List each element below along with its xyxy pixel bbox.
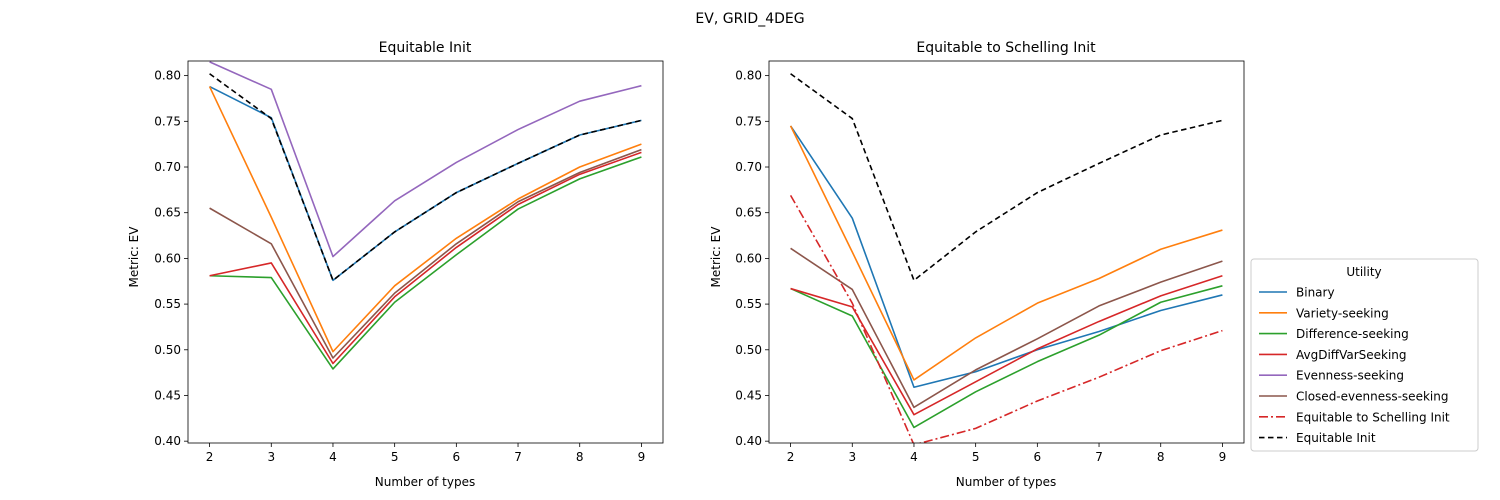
plot-frame	[187, 60, 664, 444]
series-line-closed-evenness-seeking	[209, 148, 642, 359]
series-line-equitable-init	[790, 73, 1223, 282]
series-line-evenness-seeking	[209, 61, 642, 258]
series-line-equitable-to-schelling-init	[789, 194, 1223, 443]
series-line-difference-seeking	[790, 285, 1223, 429]
series-line-variety-seeking	[789, 125, 1223, 381]
y-tick-label: 0.65	[154, 206, 181, 220]
y-tick-label: 0.50	[735, 343, 762, 357]
legend-label-binary: Binary	[1296, 286, 1335, 300]
y-tick-label: 0.70	[735, 160, 762, 174]
x-tick-label: 6	[453, 450, 461, 464]
x-tick-label: 5	[972, 450, 980, 464]
series-line-variety-seeking	[208, 86, 642, 353]
x-tick-label: 7	[514, 450, 522, 464]
x-tick-label: 6	[1034, 450, 1042, 464]
x-tick-label: 8	[576, 450, 584, 464]
legend-label-closed-evenness-seeking: Closed-evenness-seeking	[1296, 390, 1448, 404]
y-tick-label: 0.45	[735, 388, 762, 402]
x-axis-label: Number of types	[956, 475, 1056, 489]
legend: Utility Binary Variety-seeking Difference-…	[1250, 258, 1479, 452]
panel-equitable-to-schelling-init: Equitable to Schelling Init Number of ty…	[709, 40, 1245, 489]
series-line-binary	[789, 125, 1223, 389]
panel-title: Equitable Init	[379, 40, 472, 56]
figure-suptitle: EV, GRID_4DEG	[695, 11, 804, 27]
x-tick-label: 2	[787, 450, 795, 464]
series-line-equitable-init	[209, 73, 642, 282]
x-tick-label: 7	[1095, 450, 1103, 464]
y-tick-label: 0.60	[735, 251, 762, 265]
legend-title: Utility	[1346, 265, 1381, 279]
series-line-binary	[209, 85, 642, 282]
legend-label-equitable-to-schelling-init: Equitable to Schelling Init	[1296, 410, 1450, 424]
plot-frame	[768, 60, 1245, 444]
y-axis-label: Metric: EV	[127, 226, 141, 288]
legend-label-evenness-seeking: Evenness-seeking	[1296, 369, 1404, 383]
y-tick-label: 0.55	[154, 297, 181, 311]
y-tick-label: 0.45	[154, 388, 181, 402]
legend-frame	[1250, 258, 1479, 452]
y-tick-label: 0.80	[735, 69, 762, 83]
x-tick-label: 4	[910, 450, 918, 464]
x-tick-label: 3	[267, 450, 275, 464]
x-tick-label: 8	[1157, 450, 1165, 464]
x-tick-label: 9	[1219, 450, 1227, 464]
y-tick-label: 0.80	[154, 69, 181, 83]
x-tick-label: 5	[391, 450, 399, 464]
series-line-avgdiffvarseeking	[209, 151, 642, 365]
y-axis-label: Metric: EV	[709, 226, 723, 288]
x-tick-label: 4	[329, 450, 337, 464]
y-tick-label: 0.65	[735, 206, 762, 220]
y-tick-label: 0.40	[154, 434, 181, 448]
series-line-difference-seeking	[209, 156, 642, 370]
y-tick-label: 0.70	[154, 160, 181, 174]
legend-label-avgdiffvarseeking: AvgDiffVarSeeking	[1296, 348, 1407, 362]
y-tick-label: 0.75	[735, 114, 762, 128]
series-line-closed-evenness-seeking	[790, 247, 1223, 409]
x-tick-label: 3	[848, 450, 856, 464]
y-tick-label: 0.40	[735, 434, 762, 448]
y-tick-label: 0.60	[154, 251, 181, 265]
legend-label-variety-seeking: Variety-seeking	[1296, 306, 1389, 320]
legend-label-difference-seeking: Difference-seeking	[1296, 327, 1409, 341]
y-tick-label: 0.50	[154, 343, 181, 357]
x-tick-label: 9	[638, 450, 646, 464]
x-tick-label: 2	[206, 450, 214, 464]
panel-title: Equitable to Schelling Init	[916, 40, 1096, 56]
legend-label-equitable-init: Equitable Init	[1296, 431, 1376, 445]
panel-equitable-init: Equitable Init Number of types Metric: E…	[127, 40, 664, 489]
y-tick-label: 0.55	[735, 297, 762, 311]
x-axis-label: Number of types	[375, 475, 475, 489]
y-tick-label: 0.75	[154, 114, 181, 128]
